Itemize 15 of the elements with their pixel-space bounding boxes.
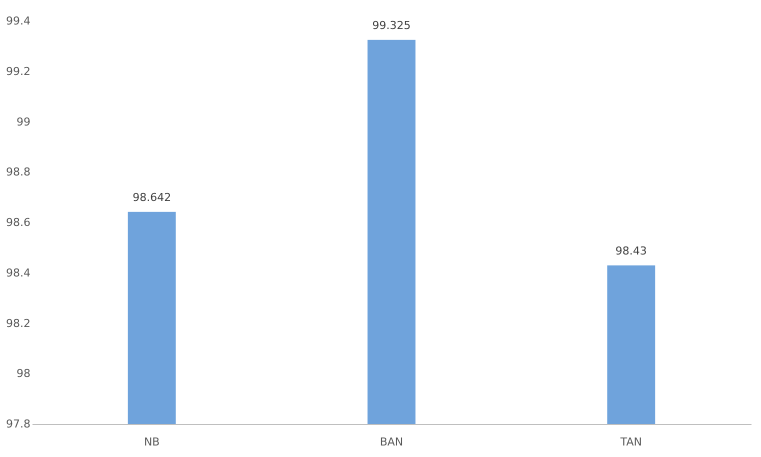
y-tick-label: 98.8 <box>6 166 30 179</box>
data-label: 98.642 <box>132 190 172 204</box>
y-tick-label: 98 <box>16 367 30 380</box>
data-label: 98.43 <box>615 244 647 258</box>
x-tick-label: BAN <box>380 436 404 448</box>
y-tick-label: 99.4 <box>6 14 30 28</box>
y-tick-label: 98.6 <box>6 216 30 229</box>
y-tick-label: 98.2 <box>6 316 30 330</box>
x-tick-label: NB <box>144 436 160 448</box>
y-tick-label: 98.4 <box>6 266 30 280</box>
y-tick-label: 99 <box>16 115 30 128</box>
y-tick-label: 99.2 <box>6 64 30 78</box>
y-tick-label: 97.8 <box>6 418 30 430</box>
x-tick-label: TAN <box>619 436 642 448</box>
data-label: 99.325 <box>372 18 411 32</box>
